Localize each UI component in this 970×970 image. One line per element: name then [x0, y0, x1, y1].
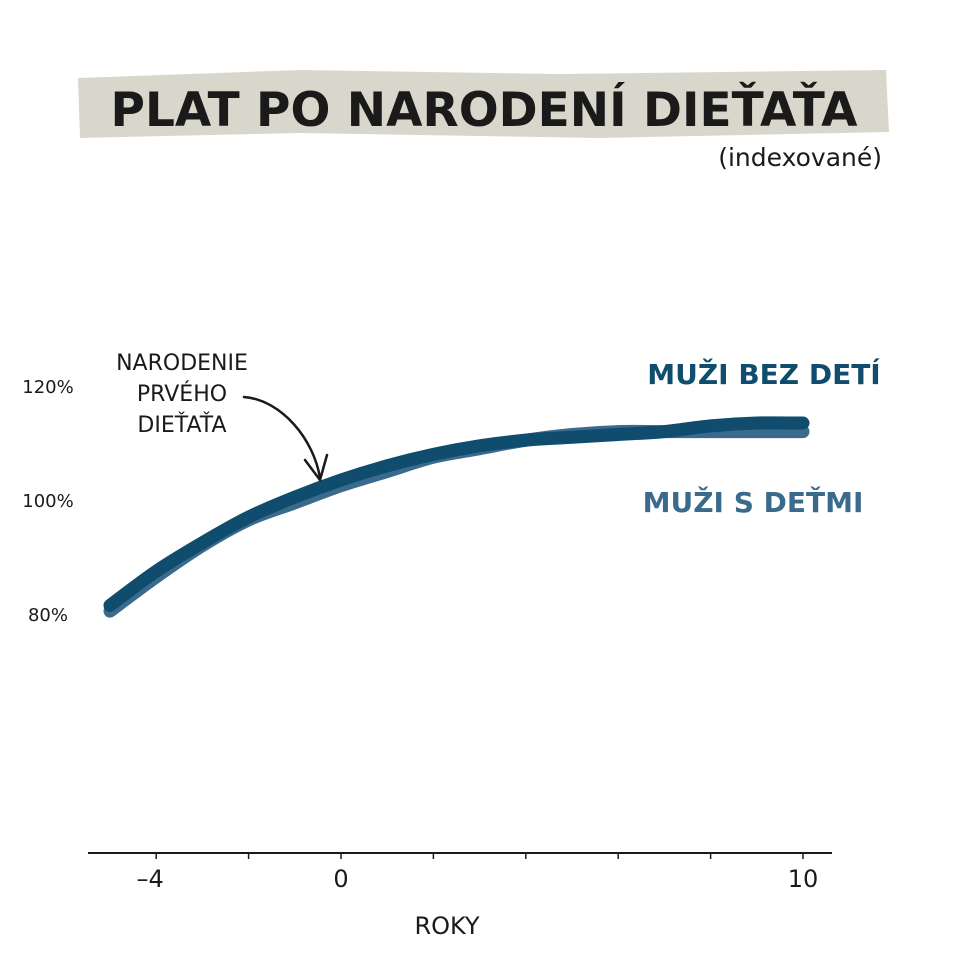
x-axis-minor-ticks — [155, 853, 804, 859]
series-lines — [103, 416, 810, 618]
x-axis-ticks: –4 0 10 — [137, 865, 819, 893]
x-axis-label: ROKY — [414, 912, 479, 940]
series-line-muzi-s-detmi — [103, 424, 810, 618]
x-tick-label: 10 — [788, 865, 819, 893]
title-highlight — [78, 70, 889, 138]
x-tick-label: 0 — [333, 865, 348, 893]
annotation-arrowhead — [303, 453, 329, 482]
title-banner: PLAT PO NARODENÍ DIEŤAŤA — [78, 70, 889, 138]
annotation-line-3: DIEŤAŤA — [137, 412, 226, 438]
y-tick-label: 80% — [28, 605, 68, 626]
y-tick-label: 120% — [22, 377, 73, 398]
annotation-arrow — [242, 395, 322, 480]
annotation-line-1: NARODENIE — [116, 351, 248, 376]
series-label-muzi-s-detmi: MUŽI S DEŤMI — [643, 485, 864, 519]
y-axis-ticks: 80% 100% 120% — [22, 377, 73, 626]
x-tick-label: –4 — [137, 865, 164, 893]
y-tick-label: 100% — [22, 491, 73, 512]
chart-title: PLAT PO NARODENÍ DIEŤAŤA — [111, 83, 859, 138]
annotation-line-2: PRVÉHO — [137, 381, 227, 407]
annotation-first-child: NARODENIE PRVÉHO DIEŤAŤA — [116, 351, 329, 482]
chart-subtitle: (indexované) — [718, 143, 882, 172]
series-line-muzi-bez-deti — [103, 416, 810, 612]
series-label-muzi-bez-deti: MUŽI BEZ DETÍ — [647, 357, 880, 391]
x-axis: –4 0 10 ROKY — [88, 852, 832, 940]
